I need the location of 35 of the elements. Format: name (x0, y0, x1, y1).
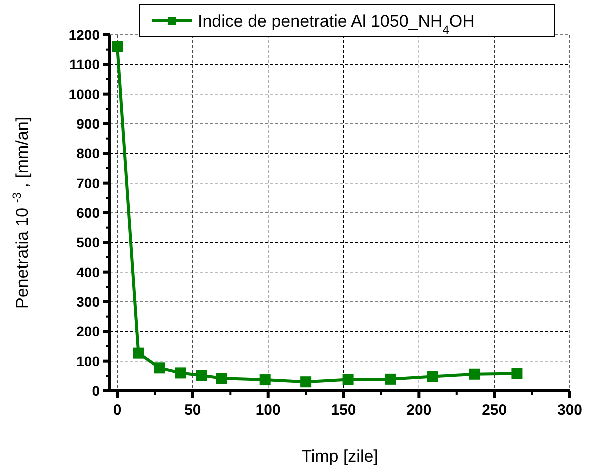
y-tick-label: 500 (76, 234, 100, 251)
x-tick-label: 100 (256, 402, 281, 419)
y-tick-label: 800 (76, 146, 100, 162)
x-tick-label: 150 (331, 402, 356, 419)
point (300, 376, 312, 388)
y-tick-label: 100 (76, 353, 100, 370)
y-tick-label: 1100 (70, 56, 100, 73)
point (512, 368, 523, 380)
point (385, 374, 396, 385)
y-tick-label: 400 (76, 264, 100, 280)
y-tick-label: 200 (76, 324, 100, 340)
y-tick-label: 600 (76, 205, 100, 221)
y-tick-label: 900 (76, 116, 100, 132)
point (260, 374, 271, 386)
y-tick-label: 1200 (68, 27, 100, 43)
point (112, 41, 124, 52)
x-tick-label: 250 (482, 402, 508, 419)
point (196, 370, 208, 382)
point (216, 373, 228, 384)
point (427, 371, 438, 382)
y-tick-label: 300 (76, 294, 100, 310)
point (469, 368, 480, 380)
point (342, 374, 354, 386)
x-tick-label: 50 (184, 402, 202, 419)
point (175, 368, 186, 379)
legend-label: Indice de penetratie Al 1050_NH$_{4}$OH (198, 12, 475, 37)
x-tick-label: 0 (113, 402, 122, 419)
point (133, 348, 144, 359)
x-tick-label: 200 (406, 402, 432, 419)
x-axis-title: Timp [zile] (302, 447, 378, 466)
point (154, 362, 166, 374)
y-tick-label: 1000 (68, 86, 100, 102)
x-tick-label: 300 (557, 402, 583, 419)
y-tick-label: 700 (76, 175, 100, 192)
y-tick-label: 0 (92, 383, 100, 399)
